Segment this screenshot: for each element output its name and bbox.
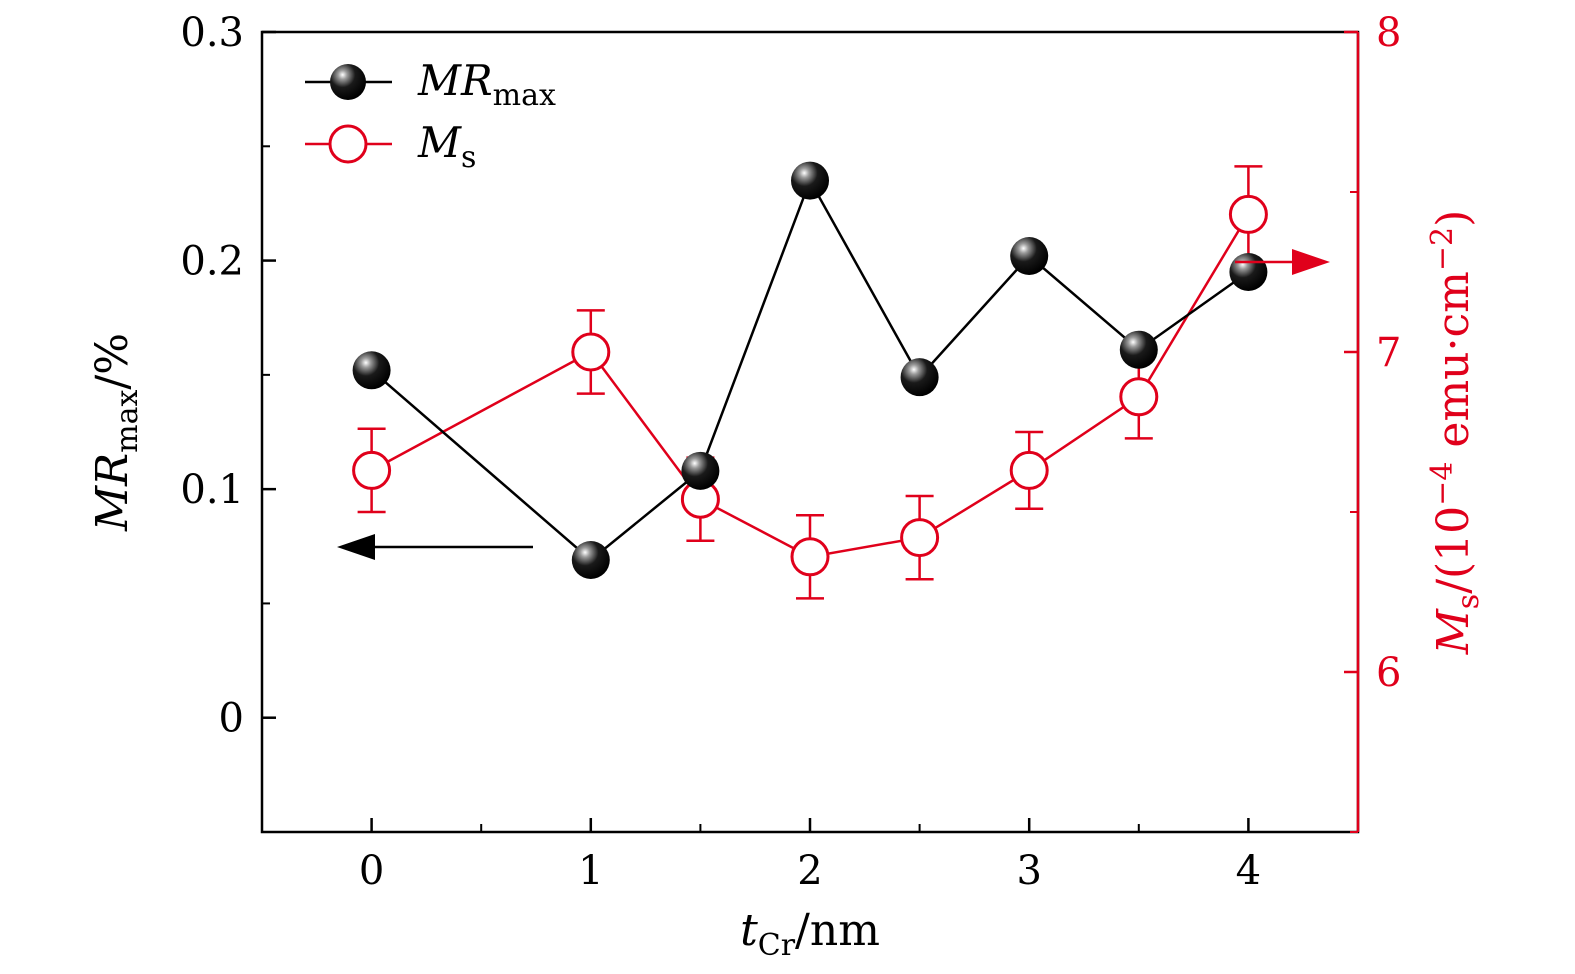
x-tick-label-0: 0 <box>359 848 384 894</box>
legend-label-mrmax: MRmax <box>417 56 556 113</box>
legend-item-ms: Ms <box>305 118 476 175</box>
legend-ms-main: M <box>417 118 462 167</box>
yl-label-unit: /% <box>87 333 138 390</box>
ms-point <box>790 537 830 577</box>
yr-label-main: M <box>1428 608 1479 655</box>
x-tick-label-3: 3 <box>1016 848 1041 894</box>
yl-tick-label-3: 0.3 <box>180 10 244 56</box>
right-axis-arrow <box>1235 249 1330 275</box>
mrmax-point <box>681 451 720 490</box>
legend-mrmax-main: MR <box>417 56 493 105</box>
legend-ms-sub: s <box>461 140 476 175</box>
mrmax-point <box>1229 253 1268 291</box>
yl-tick-label-1: 0.1 <box>180 467 244 513</box>
series-mrmax <box>352 161 1268 579</box>
mrmax-point <box>900 358 939 397</box>
yr-label-sub: s <box>1451 594 1486 609</box>
legend: MRmax Ms <box>305 56 556 175</box>
yl-label-sub: max <box>110 390 145 453</box>
mrmax-point <box>1010 237 1049 275</box>
left-y-axis-ticks: 0 0.1 0.2 0.3 <box>180 10 276 833</box>
yl-tick-label-0: 0 <box>219 696 244 742</box>
right-y-axis-label: Ms/(10−4 emu·cm−2) <box>1425 210 1486 656</box>
x-axis-ticks: 0 1 2 3 4 <box>359 818 1261 894</box>
mrmax-point <box>791 161 829 200</box>
yr-label-unit: /(10 <box>1428 506 1479 594</box>
x-axis-label: tCr/nm <box>740 905 880 963</box>
legend-mrmax-sub: max <box>493 78 556 113</box>
yr-label-unit2: emu·cm <box>1428 271 1479 461</box>
ms-point <box>1009 450 1049 490</box>
ms-point <box>352 450 392 490</box>
legend-label-ms: Ms <box>417 118 476 175</box>
ms-point <box>1119 377 1159 417</box>
mrmax-point <box>571 541 610 579</box>
ms-point <box>1228 194 1268 234</box>
legend-item-mrmax: MRmax <box>305 56 556 113</box>
x-tick-label-4: 4 <box>1236 848 1261 894</box>
left-axis-arrow <box>337 534 533 560</box>
mrmax-point <box>1119 330 1158 369</box>
right-y-axis-ticks: 6 7 8 <box>1344 10 1401 833</box>
yl-tick-label-2: 0.2 <box>180 239 244 285</box>
x-label-main: t <box>740 905 758 956</box>
yr-tick-label-7: 7 <box>1376 330 1401 376</box>
yr-label-close: ) <box>1428 210 1479 227</box>
series-ms <box>352 165 1268 600</box>
ms-point <box>900 518 940 558</box>
mrmax-point <box>352 351 391 390</box>
x-label-unit: /nm <box>795 905 880 956</box>
ms-point <box>571 332 611 372</box>
left-y-axis-label: MRmax/% <box>87 333 145 532</box>
x-tick-label-1: 1 <box>578 848 603 894</box>
yr-label-exp1: −4 <box>1425 462 1460 506</box>
ms-line <box>371 213 1250 559</box>
mrmax-line <box>370 177 1250 562</box>
yr-label-exp2: −2 <box>1425 227 1460 271</box>
yl-label-main: MR <box>87 453 138 532</box>
yr-tick-label-6: 6 <box>1376 650 1401 696</box>
x-label-sub: Cr <box>758 928 796 963</box>
x-tick-label-2: 2 <box>797 848 822 894</box>
yr-tick-label-8: 8 <box>1376 10 1401 56</box>
